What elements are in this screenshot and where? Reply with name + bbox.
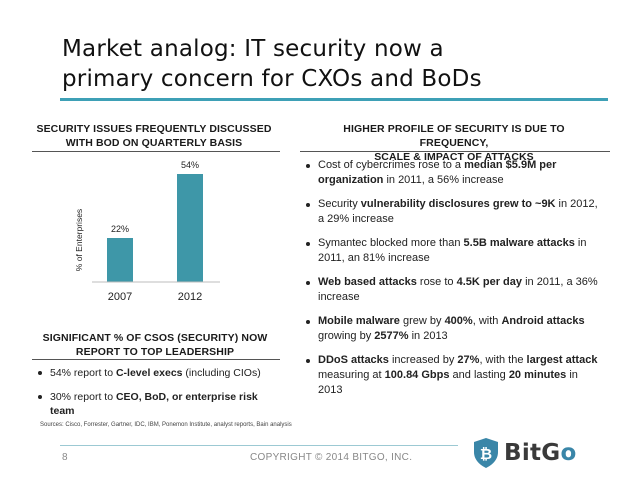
bullet-text: increased by xyxy=(388,354,458,366)
csos-section-heading: SIGNIFICANT % OF CSOS (SECURITY) NOW REP… xyxy=(30,331,280,359)
logo-text-accent: o xyxy=(560,440,577,466)
bullet-text: grew by xyxy=(399,315,445,327)
bullet-text: 30% report to xyxy=(50,391,116,403)
list-item: DDoS attacks increased by 27%, with the … xyxy=(304,353,600,398)
chart-y-axis-label: % of Enterprises xyxy=(74,209,84,271)
bullet-bold: Mobile malware xyxy=(318,315,400,327)
bitgo-logo: ₿ xyxy=(474,438,498,468)
bar-2007 xyxy=(107,238,133,282)
chart-section-heading: SECURITY ISSUES FREQUENTLY DISCUSSED WIT… xyxy=(30,122,278,150)
chart-heading-rule xyxy=(32,151,280,152)
csos-heading-rule xyxy=(32,359,280,360)
bullet-bold: 20 minutes xyxy=(508,369,567,381)
bar-value-label-2012: 54% xyxy=(181,160,199,170)
attacks-heading-line1: HIGHER PROFILE OF SECURITY IS DUE TO FRE… xyxy=(343,123,565,149)
list-item: Security vulnerability disclosures grew … xyxy=(304,197,600,227)
bullet-text: rose to xyxy=(416,276,457,288)
bitgo-wordmark: BitGo xyxy=(504,440,577,466)
list-item: Symantec blocked more than 5.5B malware … xyxy=(304,236,600,266)
bullet-bold: C-level execs xyxy=(115,367,183,379)
bullet-text: Cost of cybercrimes rose to a xyxy=(318,159,465,171)
sources-note: Sources: Cisco, Forrester, Gartner, IDC,… xyxy=(40,422,292,428)
bullet-text: in 2011, a 56% increase xyxy=(383,174,504,186)
bullet-text: , with xyxy=(472,315,502,327)
csos-heading-line2: REPORT TO TOP LEADERSHIP xyxy=(75,346,235,358)
bullet-text: in 2011, an 81% increase xyxy=(318,237,587,264)
bullet-bold: DDoS attacks xyxy=(318,354,389,366)
bullet-bold: largest attack xyxy=(526,354,598,366)
bullet-text: (including CIOs) xyxy=(182,367,261,379)
svg-text:₿: ₿ xyxy=(480,445,492,463)
chart-heading-line2: WITH BOD ON QUARTERLY BASIS xyxy=(65,137,243,149)
enterprise-security-bar-chart: % of Enterprises 22% 2007 54% 2012 xyxy=(70,150,280,310)
page-number: 8 xyxy=(62,452,68,463)
list-item: Mobile malware grew by 400%, with Androi… xyxy=(304,314,600,344)
bullet-bold: vulnerability disclosures grew to ~9K xyxy=(360,198,556,210)
chart-heading-line1: SECURITY ISSUES FREQUENTLY DISCUSSED xyxy=(36,123,272,135)
list-item: Web based attacks rose to 4.5K per day i… xyxy=(304,275,600,305)
bullet-bold: 5.5B malware attacks xyxy=(463,237,575,249)
bullet-text: Symantec blocked more than xyxy=(318,237,464,249)
copyright-text: COPYRIGHT © 2014 BITGO, INC. xyxy=(250,452,413,463)
list-item: Cost of cybercrimes rose to a median $5.… xyxy=(304,158,600,188)
list-item: 54% report to C-level execs (including C… xyxy=(36,366,280,380)
footer-rule xyxy=(60,445,458,446)
bullet-text: Security xyxy=(318,198,361,210)
bullet-text: in 2013 xyxy=(318,369,578,396)
bullet-text: in 2012, a 29% increase xyxy=(318,198,598,225)
shield-bitcoin-icon: ₿ xyxy=(474,438,498,468)
bullet-bold: 27% xyxy=(457,354,480,366)
bullet-bold: 4.5K per day xyxy=(456,276,523,288)
x-tick-label-2012: 2012 xyxy=(178,291,202,303)
bullet-bold: CEO, BoD, or enterprise risk team xyxy=(50,391,258,417)
bullet-bold: 400% xyxy=(444,315,473,327)
bullet-text: in 2013 xyxy=(408,330,448,342)
attacks-section-heading: HIGHER PROFILE OF SECURITY IS DUE TO FRE… xyxy=(316,122,592,164)
attacks-heading-line2: SCALE & IMPACT OF ATTACKS xyxy=(374,151,534,163)
bullet-bold: 100.84 Gbps xyxy=(384,369,450,381)
x-tick-label-2007: 2007 xyxy=(108,291,132,303)
csos-bullet-list: 54% report to C-level execs (including C… xyxy=(36,366,280,428)
csos-heading-line1: SIGNIFICANT % OF CSOS (SECURITY) NOW xyxy=(42,332,268,344)
bullet-text: and lasting xyxy=(449,369,509,381)
bar-chart-svg: % of Enterprises 22% 2007 54% 2012 xyxy=(74,160,220,303)
bullet-bold: Android attacks xyxy=(501,315,585,327)
bar-2012 xyxy=(177,174,203,282)
list-item: 30% report to CEO, BoD, or enterprise ri… xyxy=(36,390,280,418)
title-underline xyxy=(60,98,608,101)
slide-title-line2: primary concern for CXOs and BoDs xyxy=(62,66,482,92)
logo-text-main: BitG xyxy=(504,440,561,466)
attacks-heading-rule xyxy=(300,151,610,152)
bar-value-label-2007: 22% xyxy=(111,224,129,234)
bullet-text: in 2011, a 36% increase xyxy=(318,276,598,303)
bullet-text: measuring at xyxy=(318,369,385,381)
attacks-bullet-list: Cost of cybercrimes rose to a median $5.… xyxy=(304,158,600,407)
bullet-text: growing by xyxy=(318,330,375,342)
bullet-bold: median $5.9M per organization xyxy=(318,159,557,186)
bullet-bold: Web based attacks xyxy=(318,276,417,288)
bullet-text: , with the xyxy=(479,354,527,366)
bullet-text: 54% report to xyxy=(50,367,116,379)
slide-title: Market analog: IT security now a primary… xyxy=(62,34,562,94)
slide-title-line1: Market analog: IT security now a xyxy=(62,36,444,62)
bullet-bold: 2577% xyxy=(374,330,409,342)
